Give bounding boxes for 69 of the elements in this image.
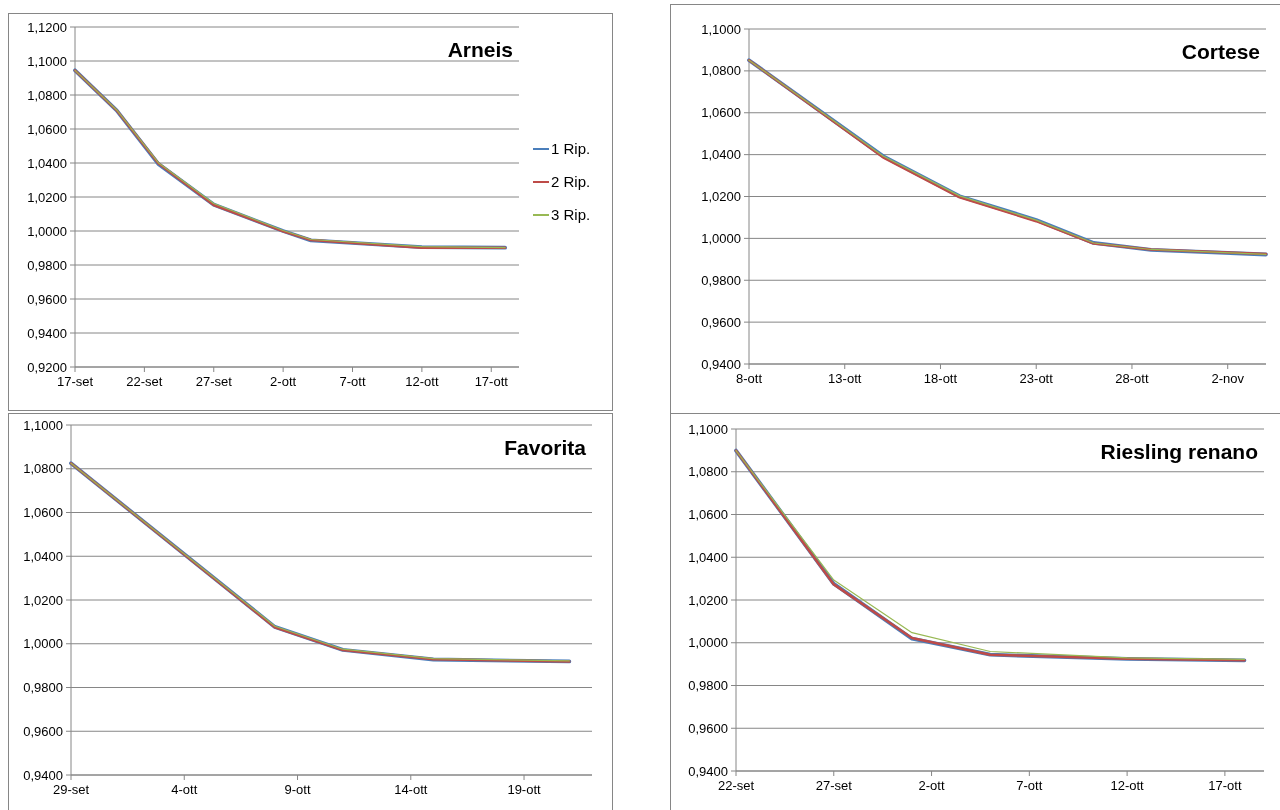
y-tick-label: 1,0400	[23, 548, 63, 564]
y-tick-label: 1,0000	[23, 636, 63, 652]
y-tick-label: 1,0800	[688, 464, 728, 480]
y-tick-label: 1,0600	[701, 105, 741, 121]
y-tick-label: 1,0000	[27, 223, 67, 239]
x-tick-label: 23-ott	[1019, 371, 1054, 386]
x-tick-label: 4-ott	[171, 782, 198, 797]
y-tick-label: 0,9600	[23, 723, 63, 739]
x-tick-label: 27-set	[195, 374, 233, 389]
y-tick-label: 1,0800	[23, 461, 63, 477]
y-tick-label: 1,0000	[688, 635, 728, 651]
x-tick-label: 27-set	[815, 778, 853, 793]
x-tick-label: 22-set	[717, 778, 755, 793]
y-tick-label: 1,0400	[688, 549, 728, 565]
x-tick-label: 17-ott	[474, 374, 509, 389]
x-tick-label: 18-ott	[923, 371, 958, 386]
y-tick-label: 1,0200	[688, 592, 728, 608]
x-tick-label: 19-ott	[507, 782, 542, 797]
x-tick-label: 7-ott	[1016, 778, 1043, 793]
y-tick-label: 1,0200	[23, 592, 63, 608]
x-tick-label: 2-nov	[1211, 371, 1245, 386]
x-tick-label: 12-ott	[405, 374, 439, 389]
legend-label: 2 Rip.	[551, 173, 591, 191]
y-tick-label: 0,9800	[27, 257, 67, 273]
y-tick-label: 0,9800	[688, 678, 728, 694]
x-tick-label: 22-set	[126, 374, 163, 389]
text: Cortese	[1181, 40, 1260, 63]
text: Riesling renano	[1100, 440, 1258, 463]
y-tick-label: 0,9800	[701, 272, 741, 288]
x-tick-label: 2-ott	[918, 778, 945, 793]
y-tick-label: 1,0800	[27, 87, 67, 103]
x-tick-label: 29-set	[52, 782, 90, 797]
y-tick-label: 1,0800	[701, 63, 741, 79]
y-tick-label: 1,0600	[688, 507, 728, 523]
y-tick-label: 0,9200	[27, 359, 67, 375]
y-tick-label: 1,0000	[701, 230, 741, 246]
x-tick-label: 28-ott	[1115, 371, 1149, 386]
y-tick-label: 1,0600	[27, 121, 67, 137]
x-tick-label: 14-ott	[394, 782, 428, 797]
y-tick-label: 1,0600	[23, 505, 63, 521]
text: Arneis	[447, 38, 513, 61]
y-tick-label: 1,1000	[688, 421, 728, 437]
y-tick-label: 0,9600	[701, 314, 741, 330]
legend-label: 1 Rip.	[551, 140, 591, 158]
y-tick-label: 0,9600	[27, 291, 67, 307]
y-tick-label: 1,1000	[27, 53, 67, 69]
y-tick-label: 1,0400	[27, 155, 67, 171]
x-tick-label: 2-ott	[270, 374, 297, 389]
y-tick-label: 0,9400	[688, 763, 728, 779]
x-tick-label: 8-ott	[735, 371, 763, 386]
y-tick-label: 0,9600	[688, 720, 728, 736]
x-tick-label: 7-ott	[339, 374, 366, 389]
x-tick-label: 17-set	[56, 374, 94, 389]
y-tick-label: 1,0400	[701, 147, 741, 163]
y-tick-label: 1,1200	[27, 19, 67, 35]
legend-label: 3 Rip.	[551, 206, 591, 224]
y-tick-label: 0,9800	[23, 680, 63, 696]
y-tick-label: 1,0200	[701, 189, 741, 205]
y-tick-label: 1,1000	[701, 21, 741, 37]
y-tick-label: 0,9400	[701, 356, 741, 372]
y-tick-label: 0,9400	[27, 325, 67, 341]
y-tick-label: 1,1000	[23, 417, 63, 433]
x-tick-label: 9-ott	[284, 782, 311, 797]
x-tick-label: 17-ott	[1208, 778, 1242, 793]
x-tick-label: 13-ott	[828, 371, 862, 386]
x-tick-label: 12-ott	[1110, 778, 1145, 793]
y-tick-label: 1,0200	[27, 189, 67, 205]
y-tick-label: 0,9400	[23, 767, 63, 783]
text: Favorita	[504, 436, 587, 459]
